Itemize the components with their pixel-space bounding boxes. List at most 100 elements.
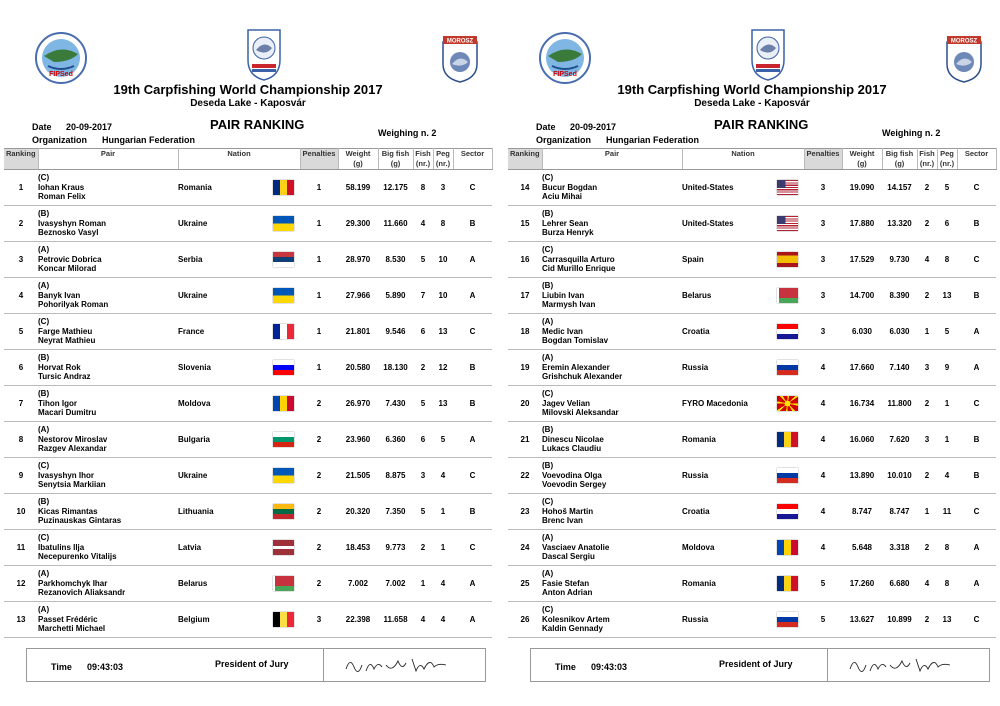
pair-cell: (A) Medic Ivan Bogdan Tomislav (542, 313, 682, 350)
table-row: 12 (A) Parkhomchyk Ihar Rezanovich Aliak… (4, 565, 492, 602)
flag-cell (266, 313, 300, 350)
rank-cell: 2 (4, 205, 38, 242)
flag-cell (770, 205, 804, 242)
pair-cell: (B) Liubin Ivan Marmysh Ivan (542, 277, 682, 314)
weight-cell: 20.580 (338, 349, 378, 386)
svg-text:FIPSed: FIPSed (553, 71, 577, 78)
sector-cell: A (453, 421, 492, 458)
svg-text:MOROSZ: MOROSZ (447, 39, 474, 45)
bigfish-cell: 18.130 (378, 349, 413, 386)
peg-cell: 13 (937, 277, 957, 314)
rank-cell: 21 (508, 421, 542, 458)
sector-cell: C (957, 493, 996, 530)
peg-cell: 1 (937, 385, 957, 422)
flag-icon (776, 432, 798, 447)
weight-cell: 16.060 (842, 421, 882, 458)
organization-value: Hungarian Federation (606, 135, 700, 145)
fish-cell: 8 (413, 169, 433, 206)
bigfish-cell: 9.730 (882, 241, 917, 278)
angler-1: Vasciaev Anatolie (542, 542, 610, 552)
bigfish-cell: 8.747 (882, 493, 917, 530)
bigfish-cell: 13.320 (882, 205, 917, 242)
col-bigfish: Big fish (g) (882, 148, 918, 170)
penalties-cell: 4 (804, 457, 842, 494)
flag-icon (776, 468, 798, 483)
pair-cell: (A) Parkhomchyk Ihar Rezanovich Aliaksan… (38, 565, 178, 602)
flag-icon (272, 612, 294, 627)
pair-cell: (C) Carrasquilla Arturo Cid Murillo Enri… (542, 241, 682, 278)
weight-cell: 20.320 (338, 493, 378, 530)
weight-cell: 26.970 (338, 385, 378, 422)
championship-logo (751, 29, 785, 81)
weight-cell: 13.890 (842, 457, 882, 494)
sector-cell: B (453, 205, 492, 242)
fish-cell: 1 (917, 313, 937, 350)
weight-cell: 8.747 (842, 493, 882, 530)
penalties-cell: 4 (804, 493, 842, 530)
nation-cell: Moldova (178, 385, 266, 422)
col-bigfish: Big fish (g) (378, 148, 414, 170)
flag-icon (776, 504, 798, 519)
table-row: 10 (B) Kicas Rimantas Puzinauskas Gintar… (4, 493, 492, 530)
sector-cell: C (453, 529, 492, 566)
pair-cell: (C) Iohan Kraus Roman Felix (38, 169, 178, 206)
fish-cell: 1 (413, 565, 433, 602)
nation-cell: United-States (682, 205, 770, 242)
table-row: 17 (B) Liubin Ivan Marmysh Ivan Belarus … (508, 277, 996, 314)
penalties-cell: 3 (804, 205, 842, 242)
sector-cell: B (957, 277, 996, 314)
sector-tag: (B) (542, 425, 554, 435)
table-row: 5 (C) Farge Mathieu Neyrat Mathieu Franc… (4, 313, 492, 350)
peg-cell: 13 (433, 313, 453, 350)
flag-cell (770, 421, 804, 458)
table-row: 7 (B) Tihon Igor Macari Dumitru Moldova … (4, 385, 492, 422)
nation-cell: Belgium (178, 601, 266, 638)
nation-cell: Russia (682, 349, 770, 386)
penalties-cell: 3 (804, 241, 842, 278)
weight-cell: 21.505 (338, 457, 378, 494)
flag-icon (272, 180, 294, 195)
table-header: Ranking Pair Nation Penalties Weight (g) … (4, 148, 493, 170)
angler-2: Roman Felix (38, 192, 86, 202)
table-row: 23 (C) Hohoš Martin Brenc Ivan Croatia 4… (508, 493, 996, 530)
pair-cell: (A) Nestorov Miroslav Razgev Alexandar (38, 421, 178, 458)
pair-cell: (C) Hohoš Martin Brenc Ivan (542, 493, 682, 530)
nation-cell: Moldova (682, 529, 770, 566)
angler-1: Bucur Bogdan (542, 182, 598, 192)
nation-cell: FYRO Macedonia (682, 385, 770, 422)
fish-cell: 2 (917, 205, 937, 242)
penalties-cell: 2 (300, 457, 338, 494)
sector-cell: A (453, 601, 492, 638)
angler-1: Lehrer Sean (542, 218, 589, 228)
angler-2: Kaldin Gennady (542, 624, 603, 634)
sector-cell: A (957, 313, 996, 350)
flag-cell (266, 421, 300, 458)
peg-cell: 4 (937, 457, 957, 494)
flag-icon (272, 324, 294, 339)
sector-tag: (C) (38, 173, 50, 183)
peg-cell: 5 (433, 421, 453, 458)
penalties-cell: 1 (300, 313, 338, 350)
table-row: 20 (C) Jagev Velian Milovski Aleksandar … (508, 385, 996, 422)
nation-cell: Romania (178, 169, 266, 206)
angler-1: Ivasyshyn Ihor (38, 470, 95, 480)
angler-2: Anton Adrian (542, 588, 593, 598)
sector-cell: A (453, 277, 492, 314)
sector-cell: A (453, 241, 492, 278)
penalties-cell: 1 (300, 205, 338, 242)
angler-1: Liubin Ivan (542, 290, 585, 300)
signature-image (345, 658, 447, 673)
peg-cell: 5 (937, 169, 957, 206)
penalties-cell: 4 (804, 529, 842, 566)
sector-cell: C (453, 457, 492, 494)
flag-cell (770, 493, 804, 530)
peg-cell: 8 (937, 529, 957, 566)
president-of-jury-label: President of Jury (719, 659, 793, 669)
sector-cell: B (957, 421, 996, 458)
rank-cell: 19 (508, 349, 542, 386)
sector-cell: A (453, 565, 492, 602)
sector-tag: (B) (38, 389, 50, 399)
col-weight: Weight (g) (338, 148, 379, 170)
fipsed-logo: FIPSed (539, 32, 591, 84)
col-fish: Fish (nr.) (917, 148, 938, 170)
